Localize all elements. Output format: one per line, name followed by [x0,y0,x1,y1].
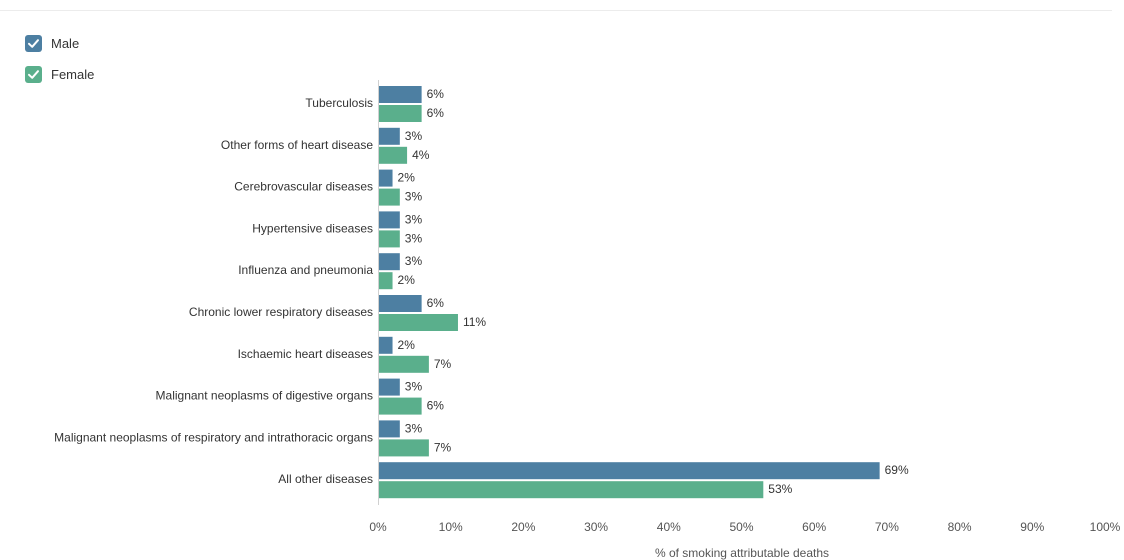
category-label: All other diseases [278,472,373,486]
bar-value-label: 2% [398,338,416,352]
bar-male [379,169,393,187]
bar-male [379,462,880,480]
checkbox-checked-icon[interactable] [25,65,42,83]
x-tick-label: 40% [657,520,681,534]
x-tick-label: 50% [729,520,753,534]
bar-male [379,378,400,396]
bar-value-label: 69% [885,463,909,477]
legend-label: Female [51,66,95,82]
category-label: Hypertensive diseases [252,221,373,235]
category-label: Malignant neoplasms of respiratory and i… [54,430,373,444]
bar-value-label: 3% [405,212,423,226]
bar-female [379,481,764,499]
bar-value-label: 2% [398,273,416,287]
category-label: Cerebrovascular diseases [234,180,373,194]
x-tick-label: 30% [584,520,608,534]
category-label: Chronic lower respiratory diseases [189,305,373,319]
bar-female [379,355,429,373]
bar-value-label: 7% [434,440,452,454]
bar-value-label: 2% [398,171,416,185]
bar-male [379,420,400,438]
x-tick-label: 100% [1090,520,1121,534]
bar-female [379,314,458,331]
x-tick-label: 20% [511,520,535,534]
bar-value-label: 3% [405,231,423,245]
legend-item-female[interactable]: Female [25,65,94,83]
x-tick-label: 10% [439,520,463,534]
bar-value-label: 3% [405,421,423,435]
bar-value-label: 3% [405,380,423,394]
bar-male [379,211,400,229]
bar-female [379,105,422,122]
bar-female [379,188,400,206]
bar-male [379,295,422,312]
legend-label: Male [51,35,80,51]
bar-female [379,146,408,164]
category-label: Influenza and pneumonia [238,263,373,277]
bar-value-label: 6% [427,399,445,413]
bar-male [379,253,400,271]
bar-value-label: 3% [405,129,423,143]
bar-female [379,230,400,248]
bar-value-label: 6% [427,296,445,310]
category-label: Ischaemic heart diseases [238,347,373,361]
bar-female [379,397,422,415]
category-label: Other forms of heart disease [221,138,373,152]
legend: Male Female [25,34,94,96]
category-label: Malignant neoplasms of digestive organs [156,389,373,403]
bar-male [379,86,422,103]
x-tick-label: 70% [875,520,899,534]
bar-value-label: 6% [427,106,445,120]
bar-value-label: 3% [405,190,423,204]
bar-male [379,127,400,145]
x-tick-label: 60% [802,520,826,534]
bar-female [379,439,429,457]
bar-female [379,272,393,290]
top-divider [0,10,1112,11]
x-tick-label: 90% [1020,520,1044,534]
bar-value-label: 7% [434,357,452,371]
checkbox-checked-icon[interactable] [25,34,42,52]
bar-value-label: 4% [412,148,430,162]
bar-value-label: 11% [463,315,486,329]
bar-value-label: 3% [405,254,423,268]
x-tick-label: 80% [948,520,972,534]
bar-value-label: 6% [427,87,445,101]
x-tick-label: 0% [369,520,387,534]
bar-male [379,336,393,354]
category-label: Tuberculosis [305,96,373,110]
legend-item-male[interactable]: Male [25,34,94,52]
bar-value-label: 53% [768,482,792,496]
x-axis-title: % of smoking attributable deaths [655,546,829,560]
